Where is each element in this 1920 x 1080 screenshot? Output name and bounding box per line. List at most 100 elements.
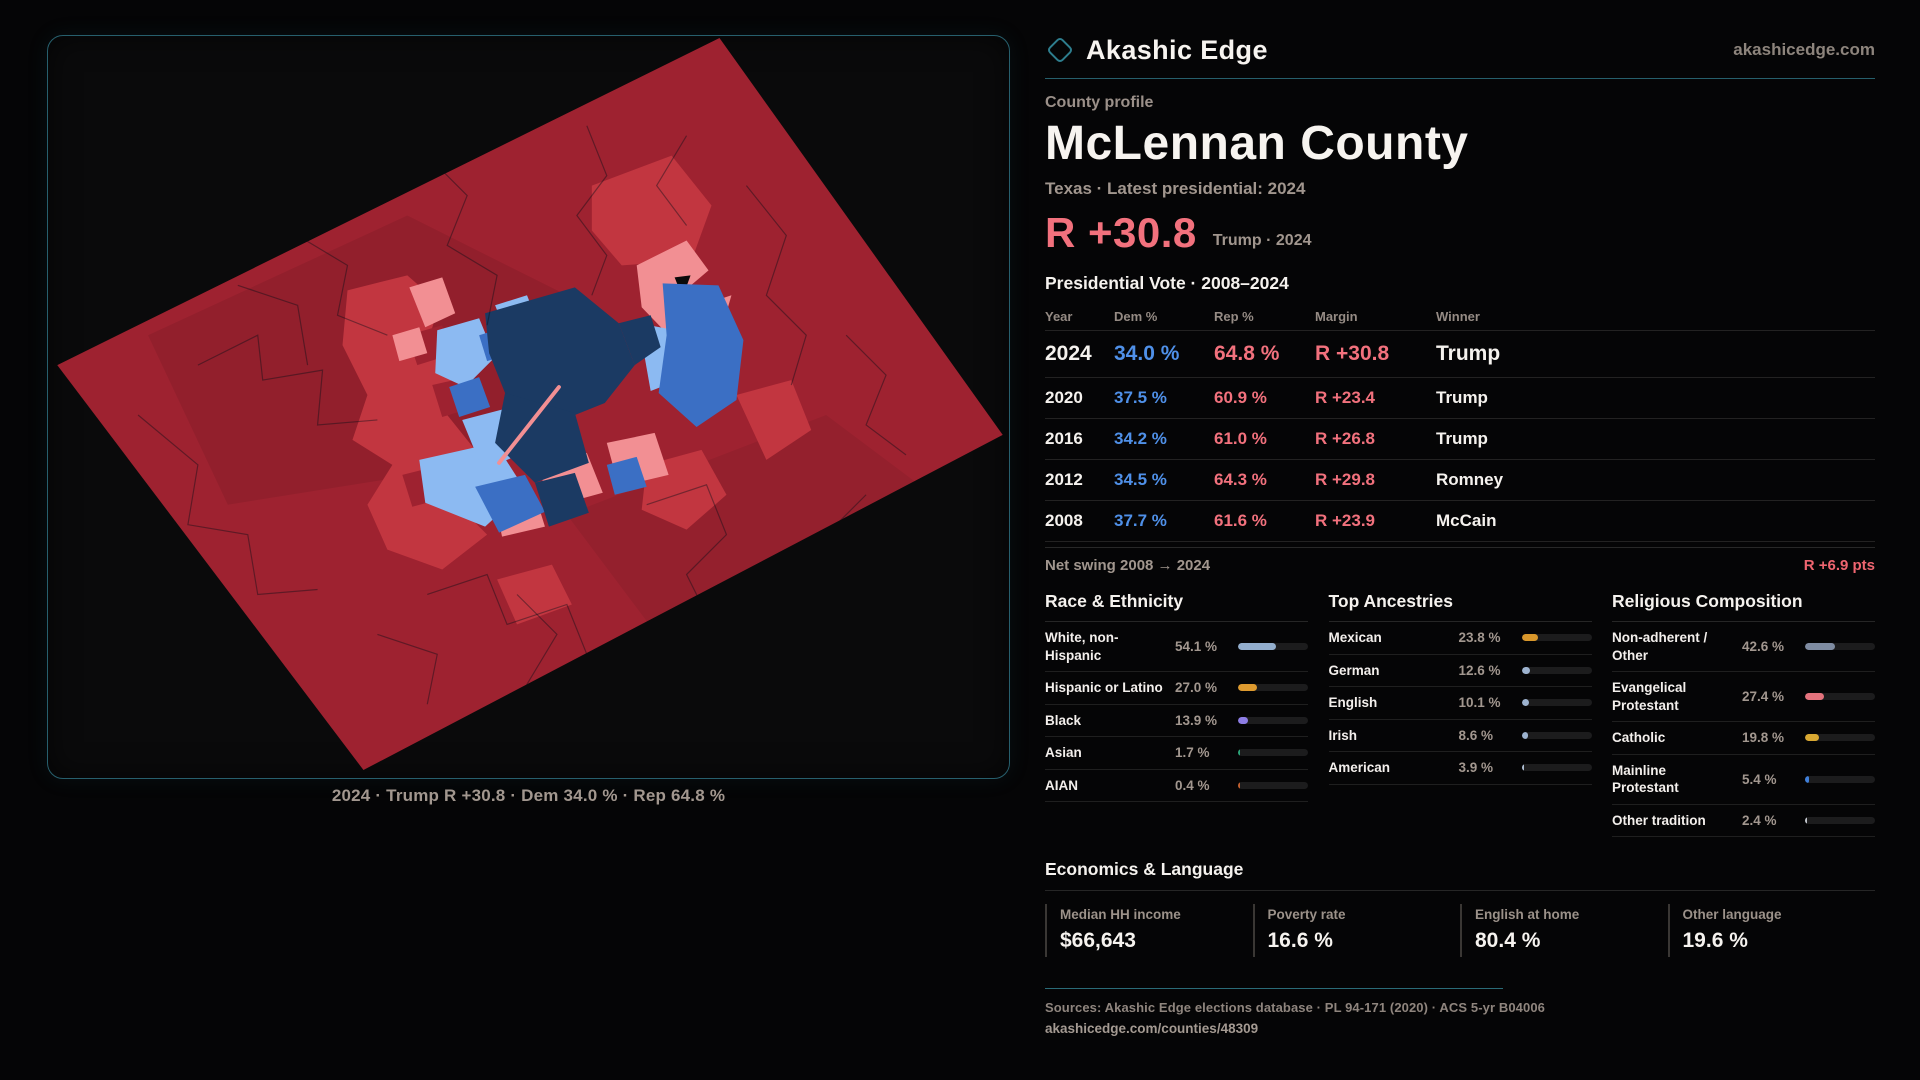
demo-bar-track [1238, 684, 1308, 692]
rep-cell: 60.9 % [1214, 388, 1267, 407]
table-row-2024: 2024 34.0 % 64.8 % R +30.8 Trump [1045, 331, 1875, 378]
year-cell: 2024 [1045, 342, 1092, 365]
brand-domain-link[interactable]: akashicedge.com [1733, 40, 1875, 59]
stat-other-language: Other language 19.6 % [1667, 904, 1876, 958]
headline-context: Trump · 2024 [1212, 232, 1312, 249]
margin-cell: R +23.4 [1315, 388, 1376, 407]
demo-bar-track [1805, 775, 1875, 783]
demo-value: 12.6 % [1458, 662, 1501, 678]
margin-cell: R +26.8 [1315, 429, 1376, 448]
year-cell: 2016 [1045, 429, 1083, 448]
demo-bar-fill [1521, 666, 1531, 674]
religion-row: Non-adherent / Other 42.6 % [1612, 622, 1875, 673]
margin-cell: R +30.8 [1315, 342, 1390, 365]
demo-value: 8.6 % [1458, 727, 1494, 743]
demo-bar-fill [1805, 775, 1809, 783]
map-caption: 2024 · Trump R +30.8 · Dem 34.0 % · Rep … [331, 786, 726, 805]
river-sliver [497, 385, 561, 465]
demo-value: 3.9 % [1458, 760, 1494, 776]
demo-bar-fill [1805, 693, 1825, 701]
stat-label: English at home [1475, 907, 1580, 923]
religion-row: Catholic 19.8 % [1612, 722, 1875, 755]
demo-bar-track [1805, 693, 1875, 701]
stat-poverty-rate: Poverty rate 16.6 % [1252, 904, 1461, 958]
demo-value: 27.0 % [1175, 680, 1218, 696]
demo-bar-fill [1238, 749, 1240, 757]
rep-cell: 64.8 % [1214, 342, 1280, 365]
race-row: White, non-Hispanic 54.1 % [1045, 622, 1308, 673]
vote-table-header: Year Dem % Rep % Margin Winner [1045, 302, 1875, 331]
ancestries-column: Top Ancestries Mexican 23.8 % German 12.6 %… [1328, 585, 1592, 837]
year-cell: 2012 [1045, 470, 1083, 489]
demo-bar-fill [1238, 782, 1240, 789]
demo-bar-fill [1521, 731, 1528, 739]
demo-value: 10.1 % [1458, 695, 1501, 711]
county-profile-panel: Akashic Edge akashicedge.com County prof… [1045, 26, 1875, 1036]
col-margin: Margin [1315, 308, 1358, 324]
year-cell: 2020 [1045, 388, 1083, 407]
stat-value: 80.4 % [1475, 929, 1541, 953]
subtitle: Texas · Latest presidential: 2024 [1045, 179, 1306, 198]
demo-value: 23.8 % [1458, 630, 1501, 646]
demo-bar-track [1805, 734, 1875, 742]
religion-row: Other tradition 2.4 % [1612, 805, 1875, 838]
demo-value: 13.9 % [1175, 712, 1218, 728]
demo-label: Non-adherent / Other [1612, 630, 1708, 663]
demo-bar-track [1521, 731, 1592, 739]
permalink[interactable]: akashicedge.com/counties/48309 [1045, 1021, 1259, 1037]
dem-cell: 37.5 % [1114, 388, 1167, 407]
precincts-strong-dem [485, 287, 661, 527]
demo-bar-fill [1521, 699, 1529, 707]
demo-label: AIAN [1045, 777, 1078, 793]
dem-cell: 34.5 % [1114, 470, 1167, 489]
demo-bar-track [1805, 643, 1875, 651]
economics-stats: Median HH income $66,643 Poverty rate 16… [1045, 904, 1876, 958]
demo-value: 42.6 % [1742, 639, 1785, 655]
demo-bar-track [1805, 817, 1875, 825]
demo-label: Mainline Protestant [1612, 762, 1679, 796]
demo-value: 27.4 % [1742, 689, 1785, 705]
demo-bar-track [1238, 716, 1308, 724]
table-row-2016: 2016 34.2 % 61.0 % R +26.8 Trump [1045, 419, 1875, 460]
footer-divider [1045, 988, 1503, 990]
ancestry-row: English 10.1 % [1328, 687, 1592, 720]
demo-value: 0.4 % [1175, 778, 1210, 793]
diamond-logo-icon [1048, 38, 1072, 62]
col-year: Year [1045, 308, 1073, 324]
winner-cell: Romney [1436, 470, 1504, 489]
religion-row: Evangelical Protestant 27.4 % [1612, 672, 1875, 723]
stat-value: 19.6 % [1682, 929, 1748, 953]
rep-cell: 64.3 % [1214, 470, 1267, 489]
net-swing-value: R +6.9 pts [1803, 557, 1875, 574]
demo-label: Catholic [1612, 730, 1666, 746]
economics-title: Economics & Language [1045, 859, 1875, 892]
kicker: County profile [1045, 94, 1154, 111]
dem-cell: 37.7 % [1114, 511, 1167, 530]
year-cell: 2008 [1045, 511, 1083, 530]
col-winner: Winner [1436, 308, 1480, 324]
page-title: McLennan County [1045, 117, 1469, 170]
vote-table: Year Dem % Rep % Margin Winner 2024 34.0… [1045, 302, 1875, 542]
demo-bar-track [1238, 643, 1308, 651]
ancestry-row: Irish 8.6 % [1328, 720, 1592, 753]
ancestry-row: American 3.9 % [1328, 752, 1592, 785]
demo-bar-fill [1805, 643, 1835, 651]
stat-median-income: Median HH income $66,643 [1045, 904, 1253, 958]
rep-cell: 61.0 % [1214, 429, 1267, 448]
demo-bar-track [1521, 666, 1592, 674]
demo-label: Irish [1328, 727, 1358, 743]
demo-label: Mexican [1328, 630, 1382, 645]
col-rep: Rep % [1214, 308, 1254, 324]
vote-table-title: Presidential Vote · 2008–2024 [1045, 273, 1289, 293]
dem-cell: 34.0 % [1114, 342, 1180, 365]
demo-bar-track [1521, 634, 1592, 642]
winner-cell: Trump [1436, 342, 1501, 365]
winner-cell: McCain [1436, 511, 1497, 530]
demo-bar-fill [1238, 716, 1248, 724]
religion-title: Religious Composition [1612, 585, 1875, 622]
margin-cell: R +23.9 [1315, 511, 1376, 530]
headline-margin-row: R +30.8 Trump · 2024 [1045, 209, 1875, 257]
race-title: Race & Ethnicity [1045, 585, 1308, 622]
table-row-2012: 2012 34.5 % 64.3 % R +29.8 Romney [1045, 460, 1875, 501]
precinct-map [57, 37, 1003, 771]
